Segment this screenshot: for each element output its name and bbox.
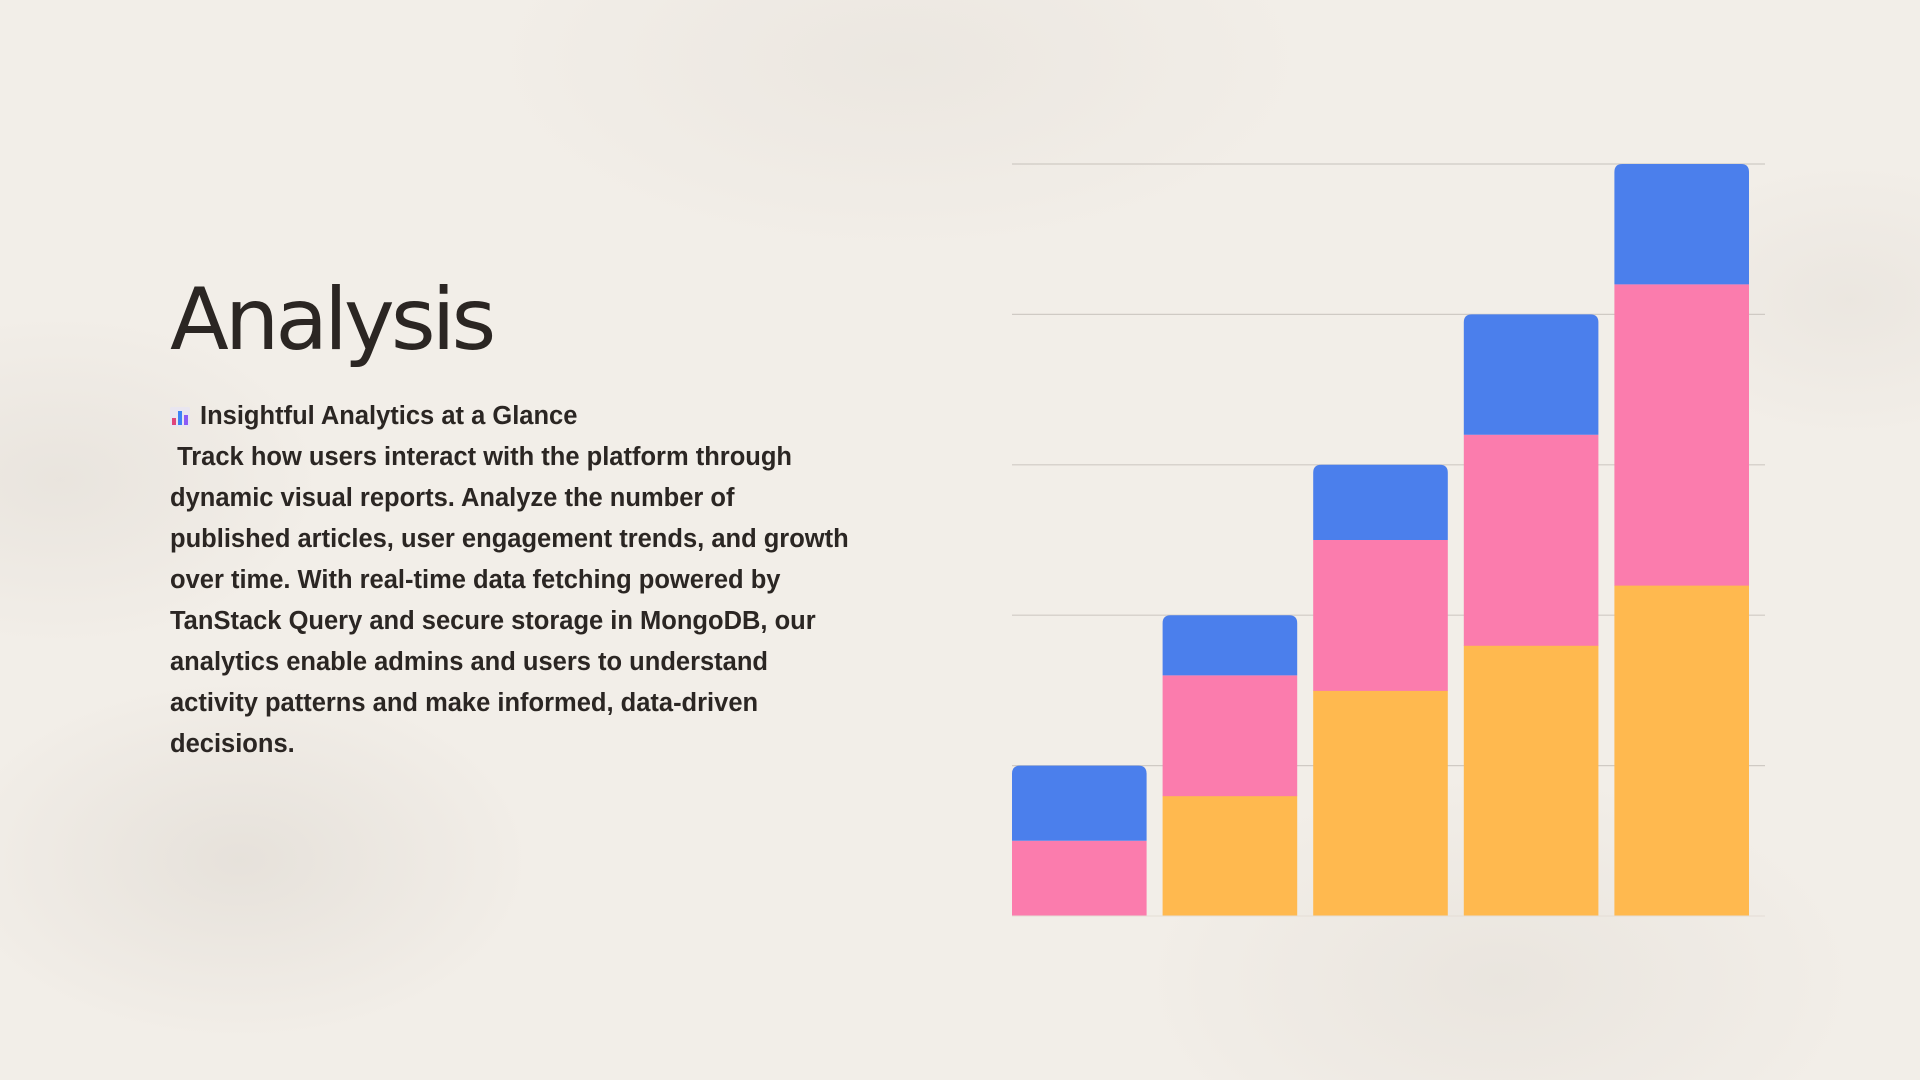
bar-2-segment-3 [1162,615,1298,676]
slide-title: Analysis [170,270,496,370]
bar-5-segment-2 [1614,284,1749,586]
bar-4-segment-2 [1463,434,1599,646]
subtitle-text: Insightful Analytics at a Glance [200,402,578,430]
description-paragraph: Track how users interact with the platfo… [170,443,856,758]
bar-4-segment-3 [1463,314,1599,435]
bar-5-segment-3 [1614,164,1749,285]
bar-chart-icon [170,406,190,427]
bar-5-segment-1 [1614,585,1749,917]
subtitle-row: Insightful Analytics at a Glance [170,396,860,437]
bar-1-segment-2 [1012,840,1147,917]
bar-2-segment-1 [1162,795,1298,917]
bar-3-segment-1 [1313,690,1448,917]
bar-3-segment-3 [1313,464,1448,540]
bar-2-segment-2 [1162,675,1298,797]
text-panel: Analysis Insightful Analytics at a Glanc… [170,270,860,765]
bar-1-segment-3 [1012,765,1147,841]
bar-3-segment-2 [1313,540,1448,691]
bar-4-segment-1 [1463,645,1599,917]
